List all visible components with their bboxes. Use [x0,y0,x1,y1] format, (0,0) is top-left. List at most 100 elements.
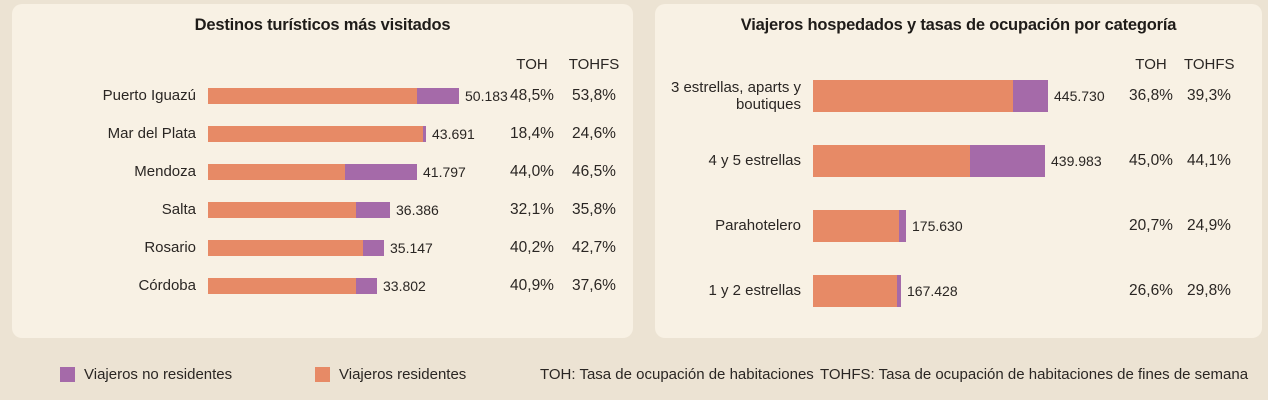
tohfs-value: 24,9% [1187,217,1231,234]
bar-zone: 439.983 [813,145,1126,177]
residents-segment [208,164,345,180]
toh-value: 18,4% [510,125,554,142]
category-label: Parahotelero [715,217,801,235]
bar-value-label: 43.691 [432,126,475,142]
bar-value-label: 445.730 [1054,88,1105,104]
bar-zone: 41.797 [208,164,505,180]
tohfs-value: 35,8% [572,201,616,218]
bar-value-label: 439.983 [1051,153,1102,169]
tohfs-value: 44,1% [1187,152,1231,169]
tohfs-value: 42,7% [572,239,616,256]
residents-segment [813,80,1013,112]
stacked-bar [813,210,906,242]
legend-label: Viajeros no residentes [84,365,233,383]
panel-categories-chart: Viajeros hospedados y tasas de ocupación… [655,4,1262,338]
tohfs-column-header: TOHFS [1184,55,1235,73]
non-residents-segment [899,210,906,242]
toh-value: 26,6% [1129,282,1173,299]
toh-column-header: TOH [516,55,548,73]
non-residents-segment [356,278,377,294]
bar-zone: 167.428 [813,275,1126,307]
stacked-bar [208,240,384,256]
toh-value: 32,1% [510,201,554,218]
residents-segment [813,210,899,242]
non-residents-segment [356,202,390,218]
bar-zone: 175.630 [813,210,1126,242]
tohfs-value: 37,6% [572,277,616,294]
bar-zone: 50.183 [208,88,508,104]
toh-definition-note: TOH: Tasa de ocupación de habitaciones [540,365,814,383]
residents-swatch-icon [315,366,330,382]
bar-zone: 35.147 [208,240,505,256]
bar-zone: 36.386 [208,202,505,218]
residents-segment [208,126,423,142]
stacked-bar [813,80,1048,112]
residents-segment [208,88,417,104]
tohfs-value: 46,5% [572,163,616,180]
bar-zone: 445.730 [813,80,1126,112]
stacked-bar [208,278,377,294]
columns-header: TOH TOHFS [655,54,1262,74]
bar-value-label: 33.802 [383,278,426,294]
toh-value: 40,2% [510,239,554,256]
tohfs-value: 53,8% [572,87,616,104]
residents-segment [208,278,356,294]
bar-value-label: 175.630 [912,218,963,234]
stacked-bar [208,126,426,142]
stacked-bar [208,164,417,180]
toh-value: 48,5% [510,87,554,104]
legend-label: Viajeros residentes [339,365,467,383]
non-residents-segment [897,275,901,307]
toh-column-header: TOH [1135,55,1167,73]
residents-segment [208,240,363,256]
tohfs-value: 39,3% [1187,87,1231,104]
stacked-bar [813,275,901,307]
legend: Viajeros no residentes Viajeros resident… [0,363,1268,385]
residents-segment [813,145,970,177]
chart-rows: Puerto Iguazú 50.183 48,5% 53,8% Mar del… [12,77,633,305]
chart-row: 1 y 2 estrellas 167.428 26,6% 29,8% [655,275,1262,307]
non-residents-segment [417,88,459,104]
bar-value-label: 36.386 [396,202,439,218]
toh-value: 45,0% [1129,152,1173,169]
residents-segment [813,275,897,307]
residents-segment [208,202,356,218]
bar-zone: 43.691 [208,126,505,142]
category-label: 3 estrellas, aparts y boutiques [670,78,801,113]
chart-rows: 3 estrellas, aparts y boutiques 445.730 … [655,77,1262,307]
category-label: Salta [161,201,196,219]
non-residents-swatch-icon [60,366,75,382]
category-label: 4 y 5 estrellas [708,152,801,170]
legend-item-residents: Viajeros residentes [315,363,466,385]
category-label: Córdoba [138,277,196,295]
toh-value: 44,0% [510,163,554,180]
tohfs-value: 24,6% [572,125,616,142]
non-residents-segment [1013,80,1048,112]
category-label: Rosario [144,239,196,257]
bar-value-label: 35.147 [390,240,433,256]
bar-value-label: 41.797 [423,164,466,180]
chart-title: Destinos turísticos más visitados [194,16,451,34]
chart-row: 4 y 5 estrellas 439.983 45,0% 44,1% [655,145,1262,177]
toh-value: 40,9% [510,277,554,294]
bar-value-label: 50.183 [465,88,508,104]
stacked-bar [813,145,1045,177]
category-label: 1 y 2 estrellas [708,282,801,300]
toh-value: 20,7% [1129,217,1173,234]
chart-row: Puerto Iguazú 50.183 48,5% 53,8% [12,77,633,115]
stacked-bar [208,202,390,218]
chart-row: Salta 36.386 32,1% 35,8% [12,191,633,229]
chart-row: Parahotelero 175.630 20,7% 24,9% [655,210,1262,242]
chart-row: Rosario 35.147 40,2% 42,7% [12,229,633,267]
columns-header: TOH TOHFS [12,54,633,74]
chart-row: Mendoza 41.797 44,0% 46,5% [12,153,633,191]
non-residents-segment [345,164,417,180]
tohfs-definition-note: TOHFS: Tasa de ocupación de habitaciones… [820,365,1249,383]
non-residents-segment [970,145,1045,177]
non-residents-segment [363,240,384,256]
chart-title: Viajeros hospedados y tasas de ocupación… [740,16,1177,34]
chart-row: Córdoba 33.802 40,9% 37,6% [12,267,633,305]
category-label: Puerto Iguazú [102,87,196,105]
toh-value: 36,8% [1129,87,1173,104]
bar-value-label: 167.428 [907,283,958,299]
